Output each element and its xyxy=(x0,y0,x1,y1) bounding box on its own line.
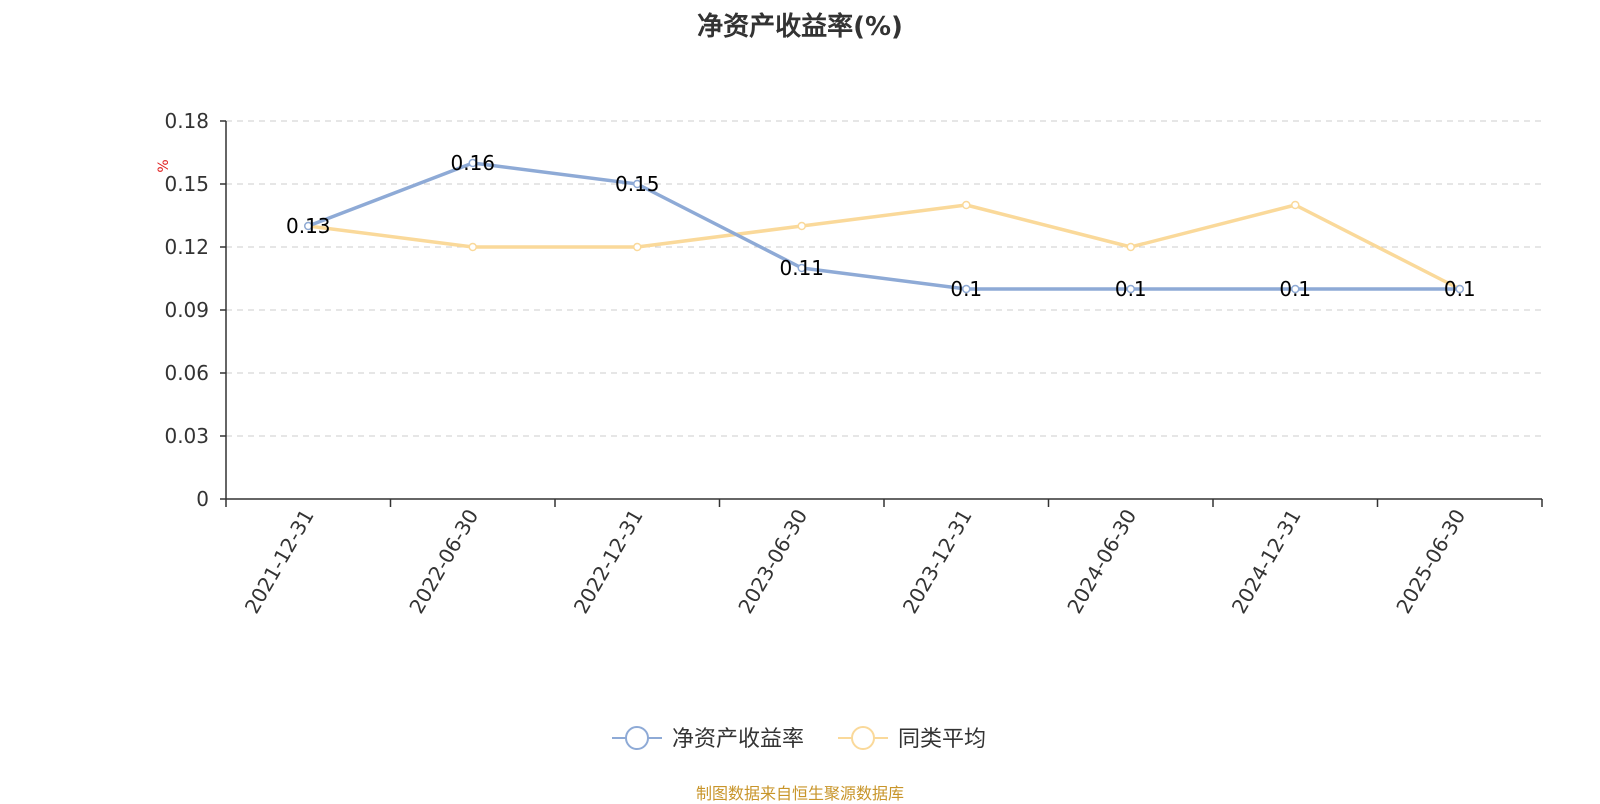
x-tick-label: 2022-12-31 xyxy=(569,505,648,618)
series-0-point xyxy=(1455,284,1464,294)
data-label: 0.1 xyxy=(950,277,982,301)
axis-layer: 0 0.03 0.06 0.09 0.12 0.15 0.18% 2021-12-31 2022… xyxy=(156,109,1543,618)
series-0-point xyxy=(1126,284,1135,294)
data-label: 0.1 xyxy=(1444,277,1476,301)
source-note: 制图数据来自恒生聚源数据库 xyxy=(695,784,904,803)
legend-marker xyxy=(851,726,875,750)
data-label: 0.11 xyxy=(779,256,824,280)
legend[interactable]: 净资产收益率 同类平均 xyxy=(612,726,986,752)
legend-label: 净资产收益率 xyxy=(672,727,804,752)
x-tick-label: 2023-12-31 xyxy=(898,505,977,618)
x-tick-label: 2021-12-31 xyxy=(240,505,319,618)
x-tick-label: 2022-06-30 xyxy=(404,505,483,618)
legend-label: 同类平均 xyxy=(898,727,986,752)
y-tick-label: 0.03 xyxy=(164,424,209,448)
legend-item-1[interactable]: 同类平均 xyxy=(838,726,986,752)
y-tick-label: 0.12 xyxy=(164,235,209,259)
y-tick-label: 0.15 xyxy=(164,172,209,196)
x-tick-label: 2024-06-30 xyxy=(1062,505,1141,618)
series-1-point xyxy=(1126,242,1135,252)
data-label: 0.15 xyxy=(615,172,660,196)
series-0-point xyxy=(797,263,806,273)
series-1-point xyxy=(962,200,971,210)
series-0-point xyxy=(304,221,313,231)
y-axis-unit: % xyxy=(156,159,172,172)
series-1-point xyxy=(468,242,477,252)
legend-item-0[interactable]: 净资产收益率 xyxy=(612,726,804,752)
series-0-point xyxy=(468,158,477,168)
series-1-point xyxy=(1291,200,1300,210)
y-tick-label: 0 xyxy=(196,487,209,511)
data-label: 0.16 xyxy=(450,151,495,175)
series-line-0 xyxy=(307,161,1460,291)
series-0-point xyxy=(1291,284,1300,294)
series-0-point xyxy=(962,284,971,294)
x-tick-label: 2024-12-31 xyxy=(1227,505,1306,618)
legend-marker xyxy=(625,726,649,750)
series-layer xyxy=(304,158,1464,294)
data-label: 0.13 xyxy=(286,214,331,238)
label-layer: 0.13 0.16 0.15 0.11 0.1 0.1 0.1 0.1 xyxy=(286,151,1476,301)
series-1-point xyxy=(633,242,642,252)
data-label: 0.1 xyxy=(1279,277,1311,301)
x-tick-label: 2025-06-30 xyxy=(1391,505,1470,618)
series-0-point xyxy=(633,179,642,189)
y-tick-label: 0.09 xyxy=(164,298,209,322)
y-tick-label: 0.06 xyxy=(164,361,209,385)
y-tick-label: 0.18 xyxy=(164,109,209,133)
series-1-point xyxy=(797,221,806,231)
x-tick-label: 2023-06-30 xyxy=(733,505,812,618)
chart-title: 净资产收益率(%) xyxy=(697,12,903,42)
data-label: 0.1 xyxy=(1115,277,1147,301)
series-line-1 xyxy=(308,203,1461,291)
